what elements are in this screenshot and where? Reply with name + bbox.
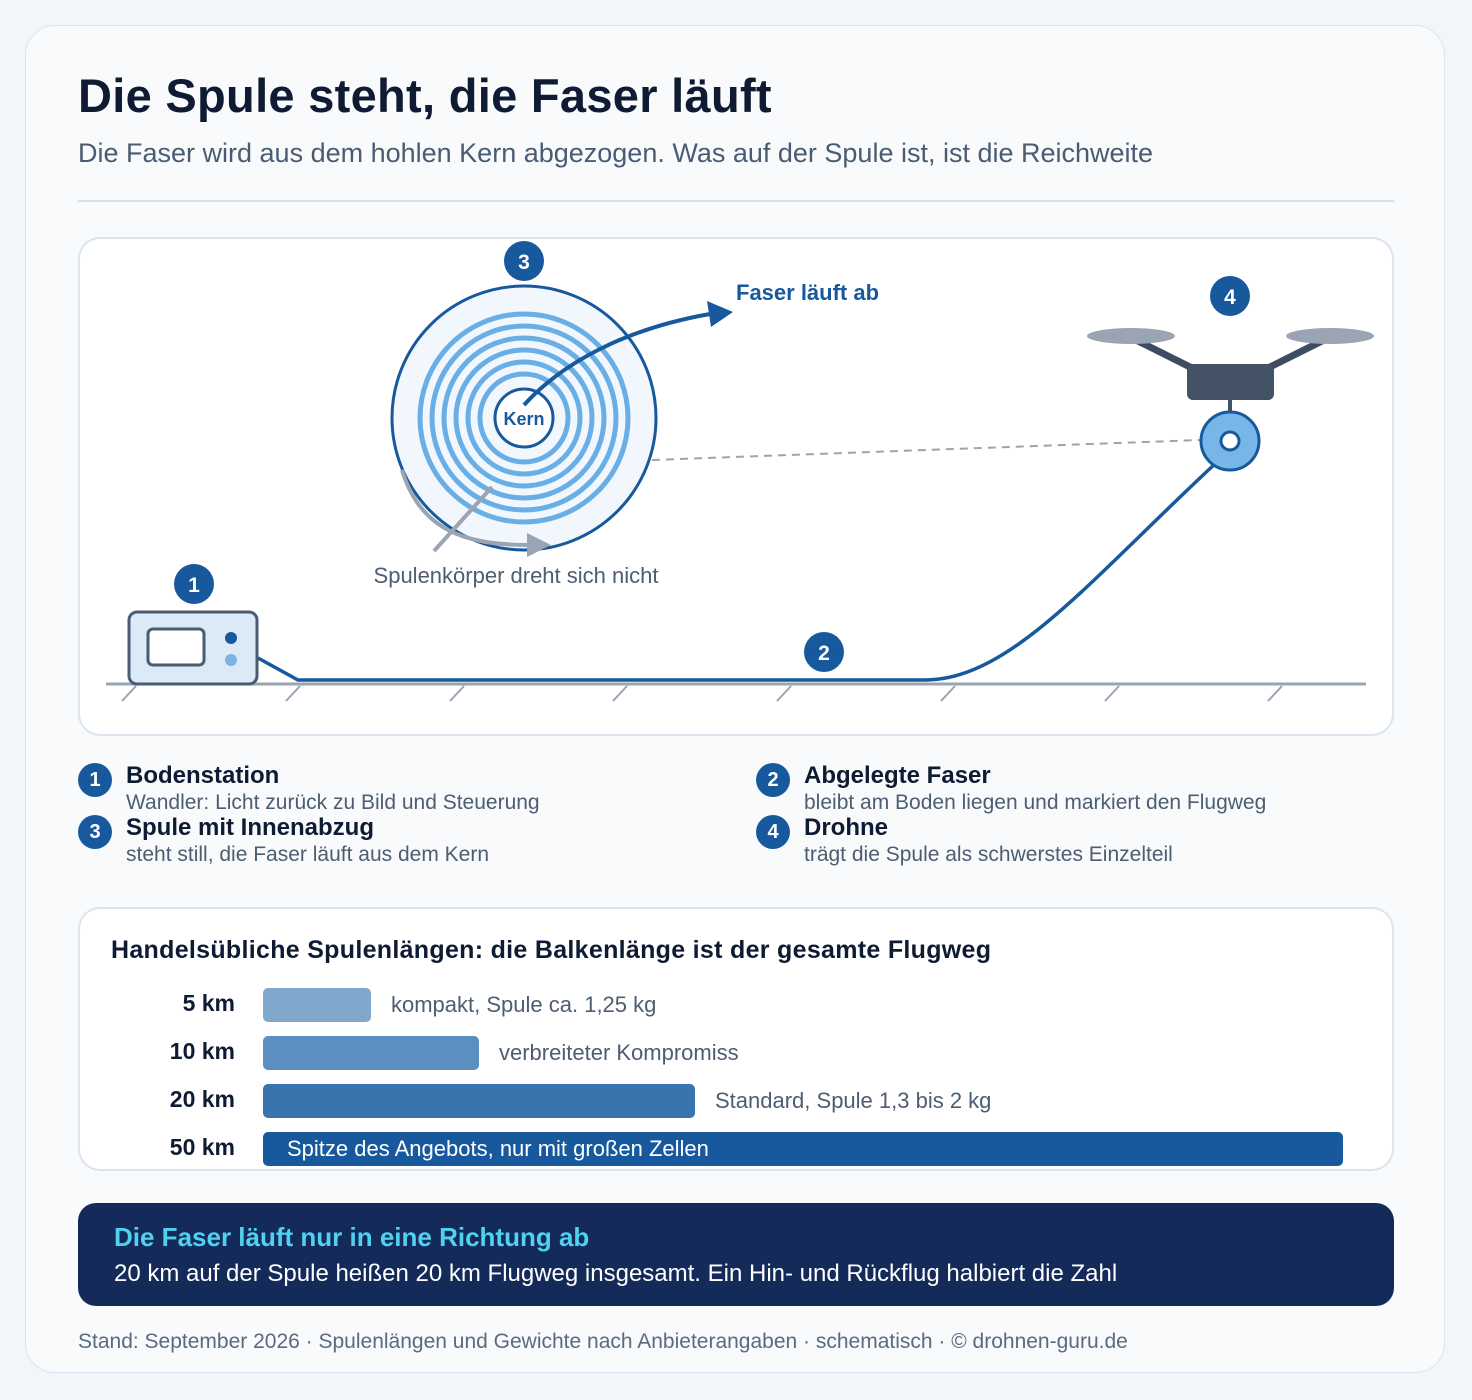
legend-title: Abgelegte Faser [804,762,991,789]
bar-label: 20 km [169,1086,235,1112]
bar-label: 10 km [169,1038,235,1064]
svg-text:4: 4 [1224,286,1236,309]
footer-note: Stand: September 2026 · Spulenlängen und… [78,1330,1128,1353]
legend-description: steht still, die Faser läuft aus dem Ker… [126,843,489,866]
marker-1: 1 [174,564,214,604]
legend-number: 2 [756,763,790,797]
marker-3: 3 [504,241,544,281]
fiber-out-label: Faser läuft ab [736,280,879,305]
bar [263,988,371,1022]
callout-box: Die Faser läuft nur in eine Richtung ab … [78,1203,1394,1306]
legend-number: 1 [78,763,112,797]
bar-label: 50 km [169,1134,235,1160]
bar [263,1036,479,1070]
spool-length-chart: Handelsübliche Spulenlängen: die Balkenl… [78,907,1394,1171]
bar-row-20km: 20 km Standard, Spule 1,3 bis 2 kg [80,1084,1392,1118]
spool-diagram: Kern Spulenkörper dreht sich nicht Faser… [106,241,1374,702]
callout-title: Die Faser läuft nur in eine Richtung ab [114,1222,590,1252]
bar-row-50km: 50 km Spitze des Angebots, nur mit große… [80,1132,1392,1166]
diagram-panel: Kern Spulenkörper dreht sich nicht Faser… [78,237,1394,736]
legend-description: bleibt am Boden liegen und markiert den … [804,791,1267,814]
page-title: Die Spule steht, die Faser läuft [78,69,772,122]
bar-note: verbreiteter Kompromiss [499,1040,739,1065]
drone-icon [1087,328,1374,472]
divider [78,200,1394,202]
chart-title: Handelsübliche Spulenlängen: die Balkenl… [111,936,992,964]
bar-label: 5 km [182,990,235,1016]
legend-title: Drohne [804,814,888,841]
laid-fiber-path [257,460,1219,682]
dashed-link [651,439,1201,461]
svg-text:2: 2 [818,642,830,665]
legend-title: Spule mit Innenabzug [126,814,375,841]
bar [263,1084,695,1118]
bar-row-10km: 10 km verbreiteter Kompromiss [80,1036,1392,1070]
page-subtitle: Die Faser wird aus dem hohlen Kern abgez… [78,138,1154,168]
svg-text:1: 1 [188,574,200,597]
bar-note: Standard, Spule 1,3 bis 2 kg [715,1088,992,1113]
legend-number: 3 [78,815,112,849]
legend-title: Bodenstation [126,762,280,789]
legend-description: Wandler: Licht zurück zu Bild und Steuer… [126,791,540,814]
bar [263,1132,1343,1166]
static-spool-arrow [400,469,551,557]
marker-2: 2 [804,632,844,672]
core-label: Kern [503,409,544,429]
fiber-out-arrow [522,312,711,407]
legend-description: trägt die Spule als schwerstes Einzeltei… [804,843,1173,866]
bar-note: kompakt, Spule ca. 1,25 kg [391,992,657,1017]
spool-caption: Spulenkörper dreht sich nicht [374,563,659,588]
marker-4: 4 [1210,276,1250,316]
callout-text: 20 km auf der Spule heißen 20 km Flugweg… [114,1260,1118,1287]
svg-text:3: 3 [518,251,530,274]
bar-note: Spitze des Angebots, nur mit großen Zell… [287,1136,709,1161]
legend-number: 4 [756,815,790,849]
bar-row-5km: 5 km kompakt, Spule ca. 1,25 kg [80,988,1392,1022]
ground [106,682,1366,702]
ground-station-icon [127,610,259,686]
